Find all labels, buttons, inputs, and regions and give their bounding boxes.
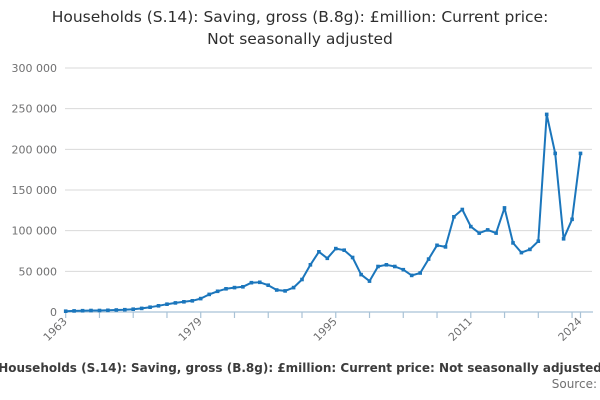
- data-point: [198, 296, 203, 301]
- data-point: [393, 264, 397, 269]
- x-tick-label: 2024: [556, 315, 585, 344]
- data-point: [156, 304, 161, 308]
- data-point: [165, 302, 169, 306]
- data-point: [443, 245, 448, 249]
- x-tick-label: 2011: [446, 315, 475, 344]
- y-tick-label: 100 000: [12, 225, 58, 238]
- data-point: [224, 287, 228, 291]
- data-point: [182, 300, 186, 304]
- data-point: [367, 279, 372, 283]
- data-point: [325, 256, 330, 261]
- data-point: [502, 206, 507, 210]
- data-point: [376, 264, 380, 269]
- data-point: [536, 239, 541, 243]
- data-point: [266, 283, 270, 287]
- data-point: [452, 215, 456, 219]
- data-point: [80, 308, 85, 313]
- y-tick-label: 150 000: [12, 184, 58, 197]
- x-tick-label: 1995: [311, 315, 340, 344]
- plot-area: 0 50 000 100 000 150 000 200 000 250 000 300 0…: [12, 62, 593, 344]
- data-point: [401, 267, 406, 272]
- data-point: [359, 272, 363, 277]
- data-point: [570, 217, 574, 222]
- data-point: [578, 151, 583, 156]
- data-point: [418, 271, 422, 275]
- data-point: [553, 151, 557, 156]
- data-point: [528, 247, 532, 252]
- data-point: [114, 308, 119, 312]
- data-point: [190, 299, 195, 303]
- data-point: [241, 285, 245, 289]
- data-point: [511, 241, 515, 245]
- data-point: [274, 288, 279, 292]
- data-point: [460, 207, 465, 212]
- data-point: [409, 273, 414, 278]
- x-tick-label: 1979: [176, 315, 205, 344]
- data-point: [131, 307, 135, 311]
- data-point: [291, 285, 296, 290]
- source-label: Source:: [551, 377, 597, 391]
- data-point: [426, 257, 431, 261]
- data-point: [477, 231, 481, 235]
- data-point: [258, 280, 262, 285]
- data-point: [544, 112, 549, 117]
- y-tick-label: 50 000: [19, 265, 58, 278]
- data-point: [106, 308, 110, 313]
- data-point: [350, 255, 355, 260]
- data-point: [148, 305, 152, 309]
- data-point: [139, 306, 144, 311]
- data-point: [485, 228, 490, 232]
- data-point: [300, 277, 304, 282]
- data-point: [97, 308, 102, 313]
- data-point: [435, 243, 439, 248]
- footer-series-title: Households (S.14): Saving, gross (B.8g):…: [0, 361, 600, 375]
- y-tick-label: 300 000: [12, 62, 58, 75]
- data-point: [469, 224, 473, 229]
- y-tick-label: 0: [50, 306, 57, 319]
- data-point: [215, 289, 220, 294]
- data-line: [64, 113, 582, 313]
- data-point: [384, 263, 389, 267]
- y-tick-label: 200 000: [12, 143, 58, 156]
- x-tick-label: 1963: [41, 315, 70, 344]
- data-point: [249, 280, 254, 285]
- data-point: [283, 289, 287, 293]
- data-point: [561, 237, 566, 241]
- data-point: [317, 250, 321, 254]
- data-point: [494, 231, 498, 235]
- data-point: [342, 248, 346, 252]
- data-point: [63, 309, 68, 313]
- y-tick-label: 250 000: [12, 103, 58, 116]
- data-point: [232, 285, 237, 290]
- footer-series-label: Households (S.14): Saving, gross (B.8g):…: [0, 361, 600, 375]
- data-point: [519, 250, 524, 255]
- chart-title: Households (S.14): Saving, gross (B.8g):…: [51, 8, 549, 48]
- data-point: [334, 246, 338, 251]
- data-point: [123, 307, 127, 312]
- data-point: [308, 263, 313, 267]
- data-point: [207, 292, 211, 297]
- data-point: [89, 308, 93, 313]
- data-point: [173, 301, 178, 305]
- data-point: [72, 309, 76, 313]
